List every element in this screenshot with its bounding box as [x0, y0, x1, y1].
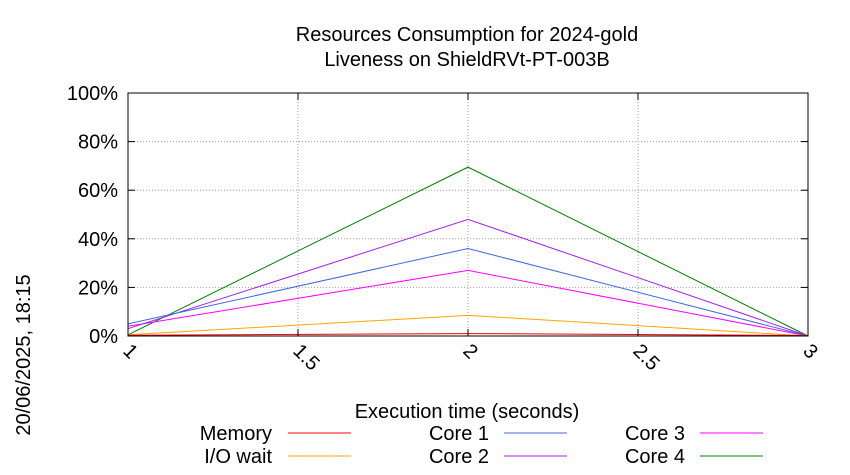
series-line-core-1 — [127, 248, 809, 337]
x-tick-label: 2.5 — [628, 340, 663, 375]
side-timestamp-label: 20/06/2025, 18:15 — [13, 274, 35, 435]
x-tick-label: 3 — [798, 340, 821, 363]
y-tick-label: 40% — [78, 229, 118, 251]
series-line-core-3 — [127, 269, 809, 337]
legend-label: Core 4 — [625, 446, 685, 468]
chart-title: Resources Consumption for 2024-gold — [296, 24, 638, 46]
x-axis-label: Execution time (seconds) — [355, 401, 580, 423]
legend-label: Core 3 — [625, 423, 685, 445]
y-tick-label: 20% — [78, 277, 118, 299]
legend-label: Core 2 — [429, 446, 489, 468]
series-line-core-4 — [127, 166, 809, 337]
x-tick-label: 2 — [458, 340, 481, 363]
y-tick-label: 80% — [78, 132, 118, 154]
legend-label: I/O wait — [204, 446, 272, 468]
x-tick-label: 1.5 — [288, 340, 323, 375]
y-tick-label: 60% — [78, 180, 118, 202]
series-lines — [127, 166, 809, 337]
y-axis-ticks: 0% 20% 40% 60% 80% 100% — [67, 83, 808, 348]
legend-label: Memory — [200, 423, 272, 445]
chart-subtitle: Liveness on ShieldRVt-PT-003B — [324, 49, 609, 71]
legend-label: Core 1 — [429, 423, 489, 445]
x-tick-label: 1 — [118, 340, 141, 363]
grid-lines — [128, 93, 808, 336]
y-tick-label: 0% — [89, 326, 118, 348]
x-axis-ticks: 1 1.5 2 2.5 3 — [118, 93, 822, 375]
series-line-core-2 — [127, 218, 809, 337]
y-tick-label: 100% — [67, 83, 118, 105]
series-line-i-o-wait — [127, 314, 809, 337]
